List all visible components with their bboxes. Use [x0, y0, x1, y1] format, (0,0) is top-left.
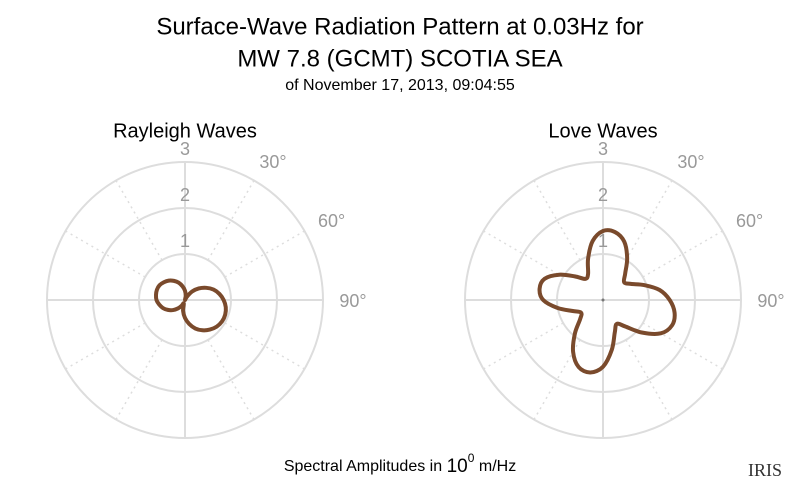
panel-title: Love Waves	[548, 120, 657, 142]
grid-ring	[138, 253, 232, 347]
title: MW 7.8 (GCMT) SCOTIA SEA	[237, 45, 562, 72]
r-tick-label: 2	[180, 185, 190, 205]
pattern-line	[153, 278, 228, 333]
r-tick-label: 3	[180, 139, 190, 159]
r-tick-label: 1	[598, 231, 608, 251]
theta-tick-label: 60°	[318, 211, 345, 231]
theta-tick-label: 90°	[757, 291, 784, 311]
footer: Spectral Amplitudes in 100 m/Hz	[284, 450, 516, 477]
panel-title: Rayleigh Waves	[113, 120, 257, 142]
subtitle: of November 17, 2013, 09:04:55	[285, 77, 515, 94]
r-tick-label: 1	[180, 231, 190, 251]
footer-exponent: 0	[468, 451, 475, 465]
title: Surface-Wave Radiation Pattern at 0.03Hz…	[156, 13, 643, 40]
pattern-line	[537, 228, 677, 375]
grid-ring	[46, 161, 324, 439]
grid-ring	[510, 207, 696, 393]
footer-text: Spectral Amplitudes in	[284, 458, 442, 475]
footer-unit: m/Hz	[479, 458, 516, 475]
r-tick-label: 2	[598, 185, 608, 205]
theta-tick-label: 30°	[259, 152, 286, 172]
grid-ring	[556, 253, 650, 347]
r-tick-label: 3	[598, 139, 608, 159]
center-dot	[601, 298, 605, 302]
grid-ring	[92, 207, 278, 393]
grid-ring	[464, 161, 742, 439]
footer-base: 10	[447, 456, 468, 477]
theta-tick-label: 30°	[677, 152, 704, 172]
theta-tick-label: 90°	[339, 291, 366, 311]
logo: IRIS	[748, 460, 782, 480]
theta-tick-label: 60°	[736, 211, 763, 231]
